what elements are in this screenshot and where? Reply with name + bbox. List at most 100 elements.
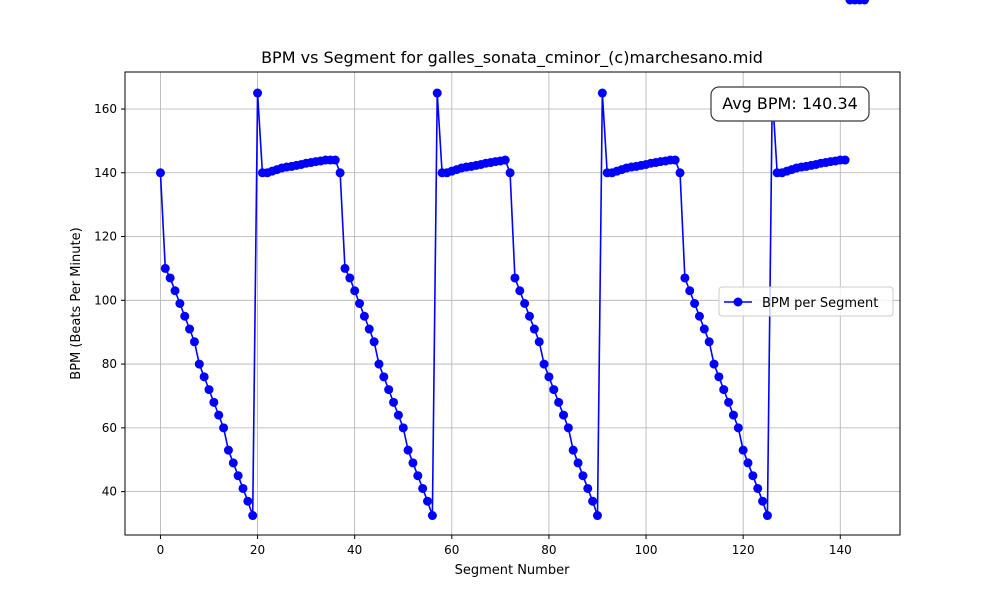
data-point [238,484,247,493]
data-point [583,484,592,493]
data-point [574,458,583,467]
data-point [234,471,243,480]
data-point [166,273,175,282]
data-point [374,360,383,369]
x-axis-label: Segment Number [455,563,571,578]
data-point [520,299,529,308]
data-point [389,398,398,407]
data-point [418,484,427,493]
data-point [365,325,374,334]
data-point [156,168,165,177]
data-point [185,325,194,334]
y-tick-label: 120 [94,230,117,244]
data-point [413,471,422,480]
y-tick-label: 140 [94,166,117,180]
data-point [530,325,539,334]
data-point [205,385,214,394]
data-point [219,423,228,432]
data-point [535,337,544,346]
data-point [744,458,753,467]
data-point [501,156,510,165]
data-point [549,385,558,394]
data-point [408,458,417,467]
data-point [360,312,369,321]
data-point [404,446,413,455]
data-point [394,411,403,420]
data-point [559,411,568,420]
data-point [578,471,587,480]
y-tick-label: 160 [94,102,117,116]
x-tick-label: 100 [635,543,658,557]
y-tick-label: 80 [102,357,117,371]
data-point [525,312,534,321]
data-point [710,360,719,369]
data-point [729,411,738,420]
data-point [719,385,728,394]
data-point [569,446,578,455]
data-point [370,337,379,346]
data-point [598,89,607,98]
data-point [180,312,189,321]
data-point [515,286,524,295]
data-point [171,286,180,295]
avg-bpm-annotation: Avg BPM: 140.34 [711,87,869,121]
data-point [680,273,689,282]
data-point [671,156,680,165]
data-point [685,286,694,295]
data-point [384,385,393,394]
data-point [676,168,685,177]
data-point [379,372,388,381]
data-point [734,423,743,432]
legend-marker [734,298,743,307]
data-point [739,446,748,455]
chart-title: BPM vs Segment for galles_sonata_cminor_… [261,48,763,68]
data-point [248,511,257,520]
data-point [428,511,437,520]
y-tick-label: 100 [94,293,117,307]
data-point [841,156,850,165]
data-point [161,264,170,273]
avg-bpm-text: Avg BPM: 140.34 [722,94,858,113]
data-point [714,372,723,381]
y-axis-label: BPM (Beats Per Minute) [69,227,84,379]
data-point [695,312,704,321]
data-point [355,299,364,308]
data-point [724,398,733,407]
data-point [195,360,204,369]
x-tick-label: 120 [732,543,755,557]
data-point [345,273,354,282]
data-point [331,156,340,165]
data-point [175,299,184,308]
data-point [350,286,359,295]
y-tick-label: 40 [102,485,117,499]
x-tick-label: 20 [250,543,265,557]
x-tick-label: 40 [347,543,362,557]
x-tick-label: 0 [157,543,165,557]
data-point [753,484,762,493]
x-tick-label: 140 [829,543,852,557]
data-point [540,360,549,369]
data-point [763,511,772,520]
data-point [190,337,199,346]
data-point [224,446,233,455]
data-point [758,497,767,506]
data-point [506,168,515,177]
y-tick-label: 60 [102,421,117,435]
legend: BPM per Segment [719,287,893,316]
data-point [399,423,408,432]
data-point [700,325,709,334]
data-point [564,423,573,432]
data-point [690,299,699,308]
series-bpm-per-segment [156,0,869,520]
data-point [340,264,349,273]
x-tick-label: 60 [444,543,459,557]
data-point [200,372,209,381]
data-point [229,458,238,467]
data-point [593,511,602,520]
data-point [209,398,218,407]
legend-entry-bpm-per-segment: BPM per Segment [762,296,878,311]
data-point [243,497,252,506]
data-point [423,497,432,506]
data-point [705,337,714,346]
